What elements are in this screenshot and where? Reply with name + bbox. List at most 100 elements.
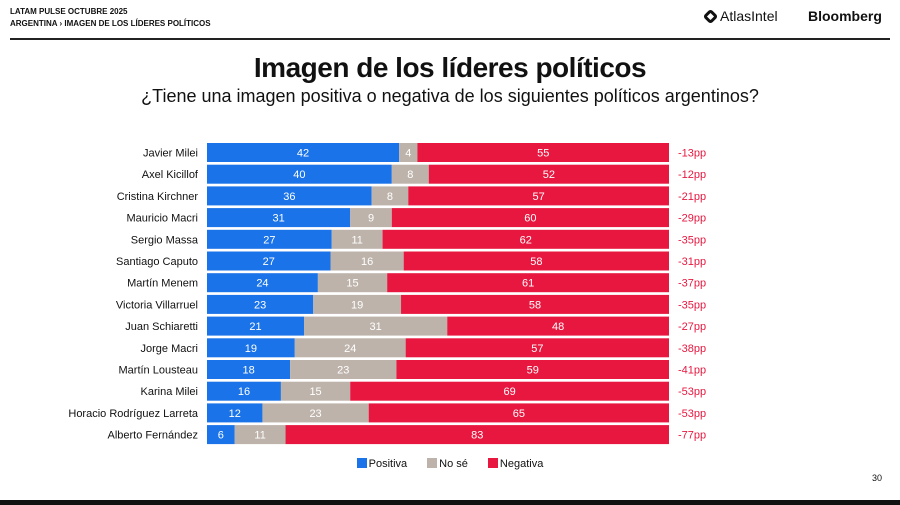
bar-positiva xyxy=(207,273,318,293)
data-label: 62 xyxy=(520,234,532,246)
net-label: -38pp xyxy=(678,343,706,355)
net-label: -77pp xyxy=(678,430,706,442)
category-label: Cristina Kirchner xyxy=(117,191,199,203)
header-divider xyxy=(10,38,890,40)
legend-label: No sé xyxy=(439,458,468,470)
net-label: -53pp xyxy=(678,408,706,420)
bottom-bar xyxy=(0,500,900,505)
page-number: 30 xyxy=(871,473,882,483)
net-label: -21pp xyxy=(678,191,706,203)
bar-negativa xyxy=(368,403,669,423)
category-label: Axel Kicillof xyxy=(142,169,199,181)
legend-item: No sé xyxy=(427,458,468,470)
bar-no-se xyxy=(330,251,404,271)
bar-negativa xyxy=(350,381,669,401)
data-label: 24 xyxy=(256,278,268,290)
net-label: -35pp xyxy=(678,299,706,311)
data-label: 16 xyxy=(361,256,373,268)
net-label: -12pp xyxy=(678,169,706,181)
bar-positiva xyxy=(207,229,332,249)
bar-no-se xyxy=(317,273,388,293)
data-label: 65 xyxy=(513,408,525,420)
bar-positiva xyxy=(207,338,295,358)
data-label: 23 xyxy=(254,299,266,311)
bar-no-se xyxy=(399,143,418,162)
data-label: 40 xyxy=(293,169,305,181)
category-label: Mauricio Macri xyxy=(126,213,198,225)
category-label: Juan Schiaretti xyxy=(125,321,198,333)
bar-no-se xyxy=(290,360,397,379)
legend-swatch xyxy=(487,458,498,468)
data-label: 19 xyxy=(351,299,363,311)
category-label: Martín Menem xyxy=(127,278,198,290)
data-label: 23 xyxy=(309,408,321,420)
data-label: 57 xyxy=(531,343,543,355)
data-label: 15 xyxy=(309,386,321,398)
data-label: 15 xyxy=(346,278,358,290)
bar-positiva xyxy=(207,381,281,401)
data-label: 58 xyxy=(530,256,542,268)
atlasintel-logo: AtlasIntel xyxy=(702,8,778,24)
data-label: 31 xyxy=(370,321,382,333)
net-label: -13pp xyxy=(678,148,706,160)
data-label: 60 xyxy=(524,213,536,225)
bar-no-se xyxy=(331,229,383,249)
bar-negativa xyxy=(405,338,669,358)
data-label: 16 xyxy=(238,386,250,398)
legend-item: Negativa xyxy=(487,458,544,470)
atlasintel-text: AtlasIntel xyxy=(720,8,778,24)
data-label: 18 xyxy=(242,365,254,377)
legend: Positiva No sé Negativa xyxy=(0,458,900,470)
net-label: -35pp xyxy=(678,234,706,246)
net-label: -27pp xyxy=(678,321,706,333)
category-label: Alberto Fernández xyxy=(108,430,199,442)
data-label: 52 xyxy=(543,169,555,181)
data-label: 11 xyxy=(351,234,362,246)
net-label: -37pp xyxy=(678,278,706,290)
breadcrumb: ARGENTINA › IMAGEN DE LOS LÍDERES POLÍTI… xyxy=(10,19,211,28)
bar-negativa xyxy=(391,208,669,228)
legend-swatch xyxy=(427,458,438,468)
data-label: 8 xyxy=(407,169,413,181)
legend-label: Negativa xyxy=(499,458,544,470)
category-label: Santiago Caputo xyxy=(116,256,198,268)
bar-no-se xyxy=(371,186,409,206)
chart-subtitle: ¿Tiene una imagen positiva o negativa de… xyxy=(141,86,759,106)
bar-no-se xyxy=(280,381,351,401)
data-label: 9 xyxy=(368,213,374,225)
data-label: 36 xyxy=(283,191,295,203)
data-label: 58 xyxy=(529,299,541,311)
category-label: Karina Milei xyxy=(141,386,198,398)
data-label: 61 xyxy=(522,278,534,290)
bar-no-se xyxy=(304,316,448,336)
bar-negativa xyxy=(403,251,669,271)
bar-positiva xyxy=(207,186,372,206)
bar-positiva xyxy=(207,294,314,314)
bar-positiva xyxy=(207,208,351,228)
data-label: 27 xyxy=(263,256,275,268)
bar-positiva xyxy=(207,164,392,184)
bar-no-se xyxy=(262,403,369,423)
bar-no-se xyxy=(391,164,429,184)
data-label: 11 xyxy=(254,430,265,442)
bar-positiva xyxy=(207,360,291,379)
bar-negativa xyxy=(285,425,669,445)
bar-negativa xyxy=(447,316,669,336)
bar-negativa xyxy=(401,294,669,314)
net-label: -29pp xyxy=(678,213,706,225)
bar-no-se xyxy=(294,338,406,358)
net-label: -53pp xyxy=(678,386,706,398)
legend-swatch xyxy=(356,458,367,468)
data-label: 27 xyxy=(263,234,275,246)
data-label: 12 xyxy=(229,408,241,420)
bar-positiva xyxy=(207,143,400,162)
category-label: Horacio Rodríguez Larreta xyxy=(68,408,199,420)
bar-no-se xyxy=(234,425,286,445)
category-label: Javier Milei xyxy=(143,148,198,160)
category-label: Jorge Macri xyxy=(141,343,198,355)
net-label: -41pp xyxy=(678,365,706,377)
bar-negativa xyxy=(396,360,669,379)
data-label: 19 xyxy=(245,343,257,355)
legend-item: Positiva xyxy=(356,458,407,470)
